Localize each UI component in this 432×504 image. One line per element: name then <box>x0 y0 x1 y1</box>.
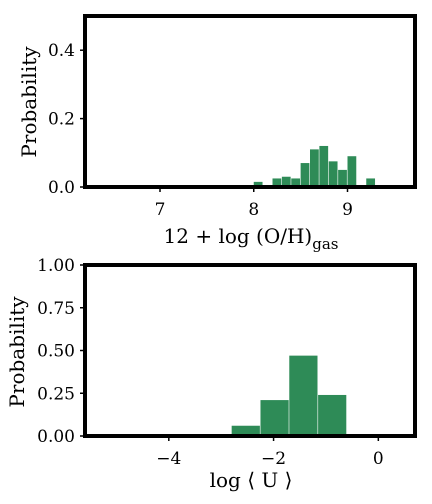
metallicity-y-tick-label: 0.2 <box>48 110 75 130</box>
metallicity-bar <box>291 178 301 187</box>
ionization-plot-frame <box>83 263 417 438</box>
metallicity-bar <box>310 149 319 187</box>
ionization-x-ticks: −4 −2 0 <box>156 436 384 469</box>
ionization-bar <box>318 394 347 436</box>
ionization-bar <box>260 400 289 436</box>
metallicity-bar <box>319 145 329 187</box>
ionization-y-tick-label: 0.00 <box>37 427 75 447</box>
metallicity-x-axis-label-main: 12 + log (O/H) <box>164 224 313 248</box>
ionization-y-ticks: 0.00 0.25 0.50 0.75 1.00 <box>37 256 85 447</box>
metallicity-bar <box>338 169 347 187</box>
metallicity-x-axis-label-subscript: gas <box>312 235 338 253</box>
metallicity-y-axis-label: Probability <box>17 46 41 158</box>
ionization-x-axis-label: log ⟨ U ⟩ <box>210 468 293 492</box>
ionization-bar <box>231 425 260 436</box>
metallicity-bar <box>253 181 263 187</box>
metallicity-bar <box>366 178 376 187</box>
metallicity-x-axis-label: 12 + log (O/H)gas <box>164 224 339 253</box>
metallicity-x-tick-label: 7 <box>155 200 166 220</box>
metallicity-bar <box>300 163 310 187</box>
ionization-histogram-panel: 0.00 0.25 0.50 0.75 1.00 −4 −2 0 Probability l… <box>5 256 417 492</box>
metallicity-x-tick-label: 9 <box>342 200 353 220</box>
ionization-y-tick-label: 0.50 <box>37 342 75 362</box>
ionization-y-tick-label: 0.25 <box>37 384 75 404</box>
ionization-y-tick-label: 0.75 <box>37 299 75 319</box>
metallicity-bar <box>281 176 291 187</box>
ionization-x-tick-label: 0 <box>373 449 384 469</box>
metallicity-plot-frame <box>83 14 417 189</box>
ionization-x-tick-label: −4 <box>156 449 181 469</box>
ionization-bars <box>202 355 347 436</box>
metallicity-bar <box>272 178 282 187</box>
metallicity-bar <box>347 156 357 187</box>
metallicity-bar <box>328 161 338 187</box>
metallicity-y-tick-label: 0.0 <box>48 178 75 198</box>
ionization-bar <box>289 355 318 436</box>
metallicity-x-ticks: 7 8 9 <box>155 187 353 220</box>
metallicity-y-ticks: 0.0 0.2 0.4 <box>48 41 85 198</box>
metallicity-x-tick-label: 8 <box>248 200 259 220</box>
ionization-y-axis-label: Probability <box>5 296 29 408</box>
ionization-x-tick-label: −2 <box>261 449 286 469</box>
metallicity-y-tick-label: 0.4 <box>48 41 75 61</box>
ionization-y-tick-label: 1.00 <box>37 256 75 276</box>
metallicity-histogram-panel: 0.0 0.2 0.4 7 8 9 Probability 12 + log (O/H)… <box>17 14 417 253</box>
metallicity-bars <box>225 145 376 187</box>
